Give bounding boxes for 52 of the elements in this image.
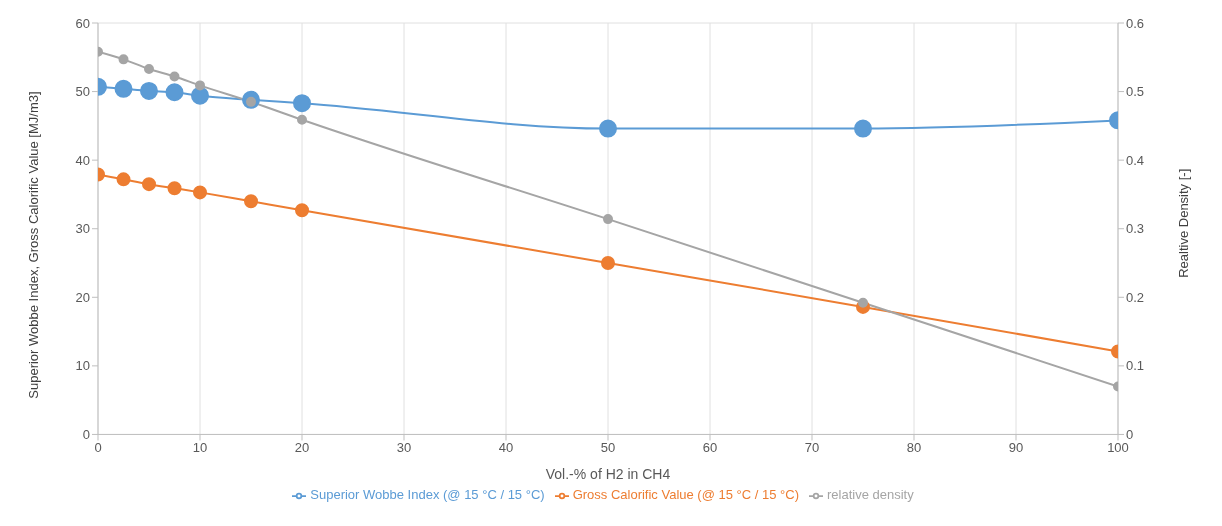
y-tick-label: 0 [82,427,90,443]
point [116,172,131,187]
point [603,214,613,225]
y2-axis-title: Realtive Density [-] [1175,168,1191,278]
point [295,203,309,218]
y2-tick-label: 0.5 [1126,84,1145,100]
legend-label: Gross Calorific Value (@ 15 °C / 15 °C) [572,487,799,503]
point [193,185,207,200]
legend-label: Superior Wobbe Index (@ 15 °C / 15 °C) [310,487,545,503]
point [297,114,307,125]
x-tick-label: 60 [702,439,718,455]
point [169,71,180,82]
x-tick-label: 30 [396,439,412,455]
y2-tick-label: 0.3 [1126,221,1145,237]
x-tick-label: 70 [804,439,820,455]
x-tick-label: 40 [498,439,514,455]
point [195,80,205,91]
legend-label: relative density [827,487,914,503]
x-tick-label: 50 [600,439,616,455]
point [167,181,182,196]
y-tick-label: 60 [75,15,90,31]
y2-tick-label: 0.1 [1126,358,1145,374]
x-tick-label: 100 [1107,439,1129,455]
point [599,119,617,138]
point [244,194,258,209]
y-tick-label: 40 [75,152,90,168]
point [118,54,129,65]
point [858,297,868,308]
y-tick-label: 30 [75,221,90,237]
x-tick-label: 20 [294,439,310,455]
y2-tick-label: 0.2 [1126,289,1145,305]
y-tick-label: 20 [75,289,90,305]
point [140,81,158,100]
y2-tick-label: 0.6 [1126,15,1145,31]
point [144,63,154,74]
point [293,94,311,113]
x-tick-label: 10 [192,439,208,455]
point [165,83,184,102]
point [601,256,615,271]
y2-tick-label: 0.4 [1126,152,1145,168]
x-axis-title: Vol.-% of H2 in CH4 [545,466,671,483]
point [191,86,209,105]
y-tick-label: 50 [75,84,90,100]
x-tick-label: 80 [906,439,922,455]
point [114,79,133,98]
x-tick-label: 0 [94,439,102,455]
y-axis-title: Superior Wobbe Index, Gross Calorific Value [MJ/m3] [25,91,41,399]
y-tick-label: 10 [75,358,90,374]
y2-tick-label: 0 [1126,427,1134,443]
point [142,177,156,192]
x-tick-label: 90 [1008,439,1024,455]
point [854,119,872,138]
